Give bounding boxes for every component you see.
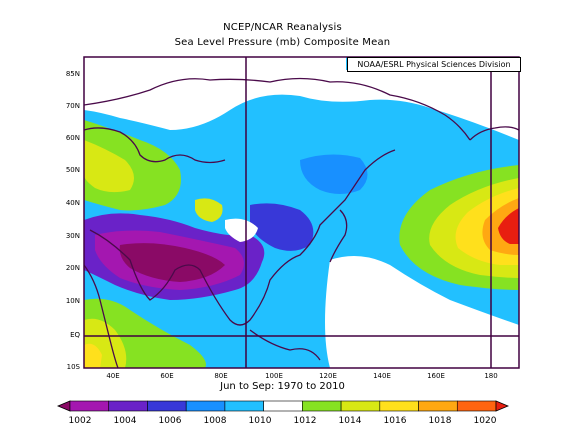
indian-ocean-yellow xyxy=(84,343,102,368)
asian-low-core xyxy=(119,243,225,282)
plateau-yellow xyxy=(195,198,223,222)
lon-label-180: 180 xyxy=(484,372,498,380)
title-line1: NCEP/NCAR Reanalysis xyxy=(223,22,342,33)
colorbar-segment xyxy=(263,400,303,412)
coastline-japan xyxy=(329,209,348,263)
colorbar-arrow-high xyxy=(495,400,510,412)
colorbar-label: 1014 xyxy=(338,416,362,426)
time-period-subtitle: Jun to Sep: 1970 to 2010 xyxy=(220,381,345,392)
colorbar-segment xyxy=(340,400,381,412)
colorbar-segment xyxy=(69,400,110,412)
pacific-high-core xyxy=(498,208,519,244)
north-asia-blue xyxy=(300,154,368,194)
lat-label-eq: EQ xyxy=(70,331,80,339)
colorbar-segment xyxy=(108,400,148,412)
lat-label-50n: 50N xyxy=(65,166,80,174)
lon-label-80e: 80E xyxy=(214,372,228,380)
colorbar-label: 1016 xyxy=(383,416,407,426)
colorbar-segment xyxy=(147,400,187,412)
lat-label-70n: 70N xyxy=(65,102,80,110)
colorbar xyxy=(56,400,510,412)
lat-label-40n: 40N xyxy=(65,199,80,207)
credit-box: NOAA/ESRL Physical Sciences Division xyxy=(347,57,521,72)
colorbar-arrow-low xyxy=(56,400,71,412)
pressure-field xyxy=(84,57,519,368)
colorbar-segment xyxy=(379,400,419,412)
lat-label-85n: 85N xyxy=(65,70,80,78)
lat-label-60n: 60N xyxy=(65,134,80,142)
east-asia-low xyxy=(250,203,314,251)
plateau-white xyxy=(225,218,258,242)
colorbar-segment xyxy=(456,400,497,412)
lon-label-120e: 120E xyxy=(319,372,337,380)
coastline-alaska xyxy=(469,126,520,141)
west-yellow-zone xyxy=(84,140,134,193)
lon-label-60e: 60E xyxy=(160,372,174,380)
title-line2: Sea Level Pressure (mb) Composite Mean xyxy=(174,37,391,48)
lon-label-100e: 100E xyxy=(265,372,283,380)
lat-label-10s: 10S xyxy=(66,363,80,371)
frame-border xyxy=(83,56,520,369)
colorbar-label: 1006 xyxy=(158,416,182,426)
lat-label-30n: 30N xyxy=(65,232,80,240)
lat-label-20n: 20N xyxy=(65,264,80,272)
lon-label-40e: 40E xyxy=(106,372,120,380)
map-frame xyxy=(83,56,520,369)
coastline-arctic xyxy=(83,77,471,141)
colorbar-label: 1018 xyxy=(428,416,452,426)
colorbar-segment xyxy=(418,400,458,412)
colorbar-label: 1012 xyxy=(293,416,317,426)
coastline-indonesia xyxy=(249,329,321,361)
colorbar-segment xyxy=(224,400,264,412)
coastline-africa xyxy=(83,264,119,369)
coastline-south-east-asia xyxy=(89,149,396,326)
high-lat-white-band xyxy=(84,57,519,140)
colorbar-label: 1002 xyxy=(68,416,92,426)
colorbar-segment xyxy=(185,400,226,412)
lon-label-140e: 140E xyxy=(373,372,391,380)
colorbar-label: 1020 xyxy=(473,416,497,426)
colorbar-label: 1010 xyxy=(248,416,272,426)
colorbar-label: 1008 xyxy=(203,416,227,426)
lon-label-160e: 160E xyxy=(427,372,445,380)
colorbar-segment xyxy=(302,400,342,412)
coastlines xyxy=(83,77,520,369)
pacific-white-band xyxy=(325,256,519,368)
colorbar-label: 1004 xyxy=(113,416,137,426)
coastline-eurasia-west xyxy=(83,127,226,164)
lat-label-10n: 10N xyxy=(65,297,80,305)
